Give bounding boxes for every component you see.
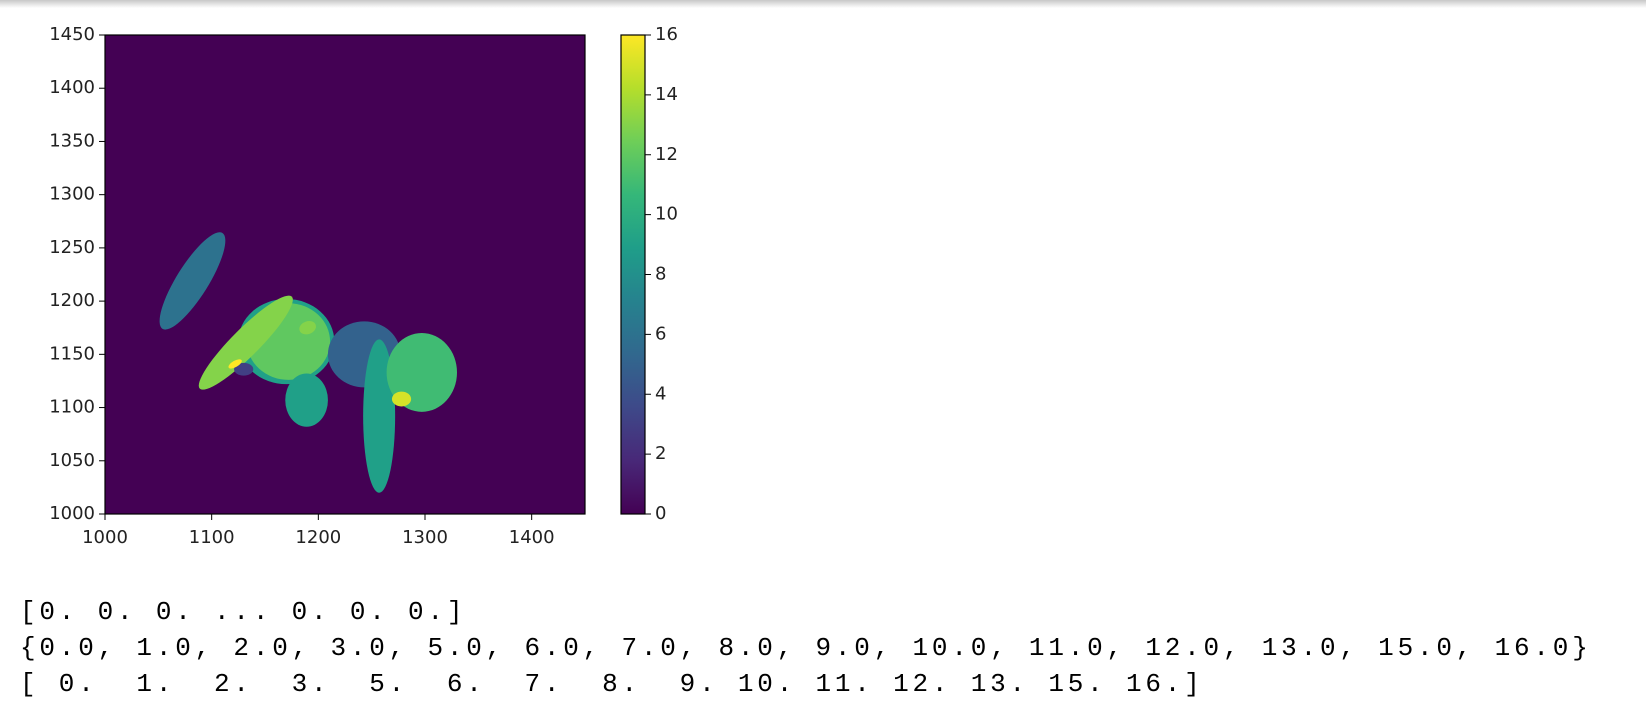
- colorbar: [620, 34, 646, 515]
- image-plot: [105, 35, 585, 514]
- output-line: [ 0. 1. 2. 3. 5. 6. 7. 8. 9. 10. 11. 12.…: [20, 669, 1204, 699]
- colorbar-tick-label: 16: [655, 24, 678, 45]
- colorbar-tick-label: 12: [655, 144, 678, 165]
- region: [391, 391, 412, 407]
- x-tick-label: 1200: [295, 527, 341, 548]
- region: [234, 362, 254, 376]
- y-tick-label: 1100: [49, 397, 95, 418]
- region: [198, 295, 293, 390]
- x-tick-label: 1400: [509, 527, 555, 548]
- region: [159, 232, 226, 330]
- colorbar-tick-label: 0: [655, 503, 666, 524]
- colorbar-tick-label: 2: [655, 443, 666, 464]
- toolbar-shadow: [0, 0, 1646, 8]
- y-tick-label: 1400: [49, 77, 95, 98]
- x-tick-label: 1000: [82, 527, 128, 548]
- region: [299, 321, 316, 335]
- y-tick-label: 1050: [49, 450, 95, 471]
- colorbar-tick-label: 6: [655, 323, 666, 344]
- y-tick-label: 1250: [49, 237, 95, 258]
- region: [228, 359, 242, 369]
- y-tick-label: 1450: [49, 24, 95, 45]
- y-tick-label: 1350: [49, 130, 95, 151]
- y-tick-label: 1150: [49, 343, 95, 364]
- output-line: [0. 0. 0. ... 0. 0. 0.]: [20, 597, 466, 627]
- output-line: {0.0, 1.0, 2.0, 3.0, 5.0, 6.0, 7.0, 8.0,…: [20, 633, 1592, 663]
- x-tick-label: 1300: [402, 527, 448, 548]
- colorbar-tick-label: 10: [655, 204, 678, 225]
- x-tick-label: 1100: [189, 527, 235, 548]
- background: [105, 35, 585, 514]
- y-tick-label: 1300: [49, 184, 95, 205]
- y-tick-label: 1200: [49, 290, 95, 311]
- colorbar-tick-label: 8: [655, 264, 666, 285]
- colorbar-tick-label: 4: [655, 383, 666, 404]
- colorbar-tick-label: 14: [655, 84, 678, 105]
- region: [285, 373, 328, 427]
- y-tick-label: 1000: [49, 503, 95, 524]
- plot-frame: [104, 34, 586, 515]
